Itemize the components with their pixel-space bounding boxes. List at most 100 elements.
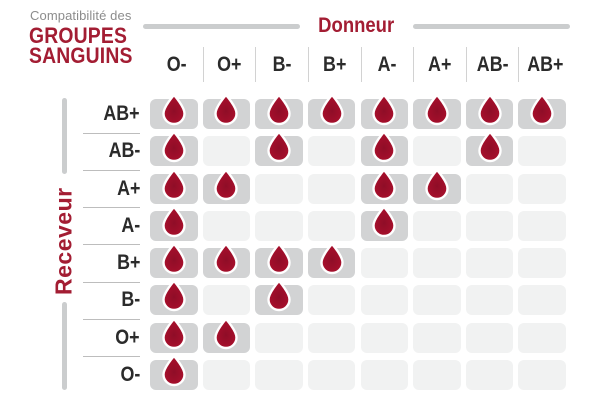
receiver-label-row: A- [83,211,140,248]
matrix-cell [465,210,514,241]
compatibility-matrix [150,93,566,391]
row-divider [83,207,140,209]
receiver-label: B- [121,288,140,312]
row-divider [83,244,140,246]
donor-header-row: O- O+ B- B+ A- A+ AB- AB+ [150,47,572,82]
donor-header-label: A- [377,52,397,76]
donor-header-label: AB- [476,52,509,76]
receiver-label: A- [121,213,140,237]
matrix-cell [465,285,514,316]
blood-drop-icon [214,168,239,200]
receiver-label-column: AB+ AB- A+ A- B+ B- O+ O- [83,99,140,397]
donor-header-label: O+ [217,52,242,76]
blood-drop-icon [214,242,239,275]
row-divider [83,281,140,283]
matrix-cell [360,168,409,204]
matrix-cell [255,210,303,241]
matrix-cell [150,242,198,279]
receiver-axis-line-bottom [62,302,67,390]
receiver-label: B+ [116,251,140,275]
row-divider [83,319,140,321]
matrix-cell [255,280,303,316]
matrix-cell [202,242,251,279]
blood-drop-icon [372,131,397,163]
matrix-cell [307,322,356,353]
matrix-cell [150,354,198,391]
matrix-cell [413,93,461,129]
receiver-label: O- [120,363,140,387]
receiver-label: O+ [115,325,140,349]
row-divider [83,132,140,134]
matrix-cell [518,136,566,167]
blood-drop-icon [214,317,239,349]
matrix-cell [413,168,461,204]
blood-drop-icon [162,93,186,126]
matrix-cell [360,205,409,241]
matrix-cell [150,131,198,167]
blood-drop-icon [162,280,186,312]
row-divider [83,356,140,358]
donor-header: AB- [465,47,519,82]
receiver-label-row: A+ [83,174,140,211]
donor-header: A+ [413,47,466,82]
receiver-label: AB- [108,139,140,163]
matrix-cell [413,210,461,241]
receiver-label: A+ [116,176,140,200]
blood-drop-icon [162,317,186,349]
matrix-cell [518,285,566,316]
matrix-cell [413,136,461,167]
blood-drop-icon [477,131,502,163]
matrix-cell [202,317,251,353]
receiver-label: AB+ [103,102,140,125]
matrix-cell [255,322,303,353]
matrix-cell [518,360,566,391]
matrix-cell [465,93,514,129]
matrix-cell [255,93,303,129]
matrix-cell [150,168,198,204]
matrix-cell [255,173,303,204]
matrix-cell [413,322,461,353]
donor-axis-label: Donneur [318,14,395,37]
matrix-cell [255,360,303,391]
matrix-cell [518,248,566,279]
donor-axis-line-right [412,23,571,29]
donor-header-label: O- [166,52,187,76]
blood-drop-icon [372,205,397,238]
row-divider [83,169,140,171]
title-line-2: SANGUINS [29,43,133,68]
blood-drop-icon [319,242,344,275]
matrix-cell [307,210,356,241]
matrix-cell [413,248,461,279]
matrix-cell [518,210,566,241]
matrix-cell [518,173,566,204]
matrix-cell [465,248,514,279]
blood-drop-icon [372,93,397,126]
blood-drop-icon [162,354,186,387]
donor-axis-line-left [143,23,301,29]
matrix-cell [307,173,356,204]
blood-drop-icon [267,280,291,312]
receiver-label-row: O- [83,360,140,397]
matrix-cell [360,131,409,167]
receiver-axis-label: Receveur [50,187,77,295]
blood-drop-icon [530,93,554,126]
donor-header-label: A+ [428,52,452,76]
matrix-cell [150,317,198,353]
matrix-cell [202,285,251,316]
matrix-cell [413,285,461,316]
matrix-cell [518,93,566,129]
page-title: Compatibilité des GROUPES SANGUINS [29,8,147,68]
matrix-cell [465,322,514,353]
matrix-cell [465,360,514,391]
donor-header: O- [150,47,203,82]
matrix-cell [413,360,461,391]
title-eyebrow: Compatibilité des [30,8,132,23]
blood-drop-icon [425,168,449,200]
matrix-cell [150,280,198,316]
blood-drop-icon [267,131,291,163]
matrix-cell [202,168,251,204]
blood-drop-icon [162,205,186,238]
donor-header: AB+ [518,47,571,82]
blood-drop-icon [425,93,449,126]
